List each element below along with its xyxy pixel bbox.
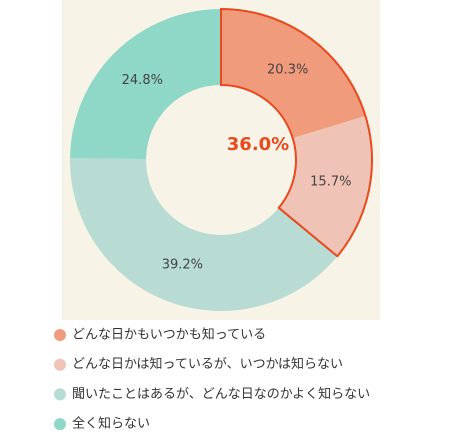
legend-label: どんな日かもいつかも知っている [72,327,266,343]
legend-label: どんな日かは知っているが、いつかは知らない [72,356,343,372]
donut-segment [278,116,372,257]
value-label: 39.2% [162,258,203,273]
value-label: 20.3% [267,63,308,78]
donut-segment [70,9,221,160]
value-label: 24.8% [122,73,163,88]
value-label: 15.7% [310,175,351,190]
legend-marker [54,388,66,401]
legend-label: 聞いたことはあるが、どんな日なのかよく知らない [72,386,370,402]
legend-label: 全く知らない [72,416,150,432]
center-label: 36.0% [227,134,289,155]
legend-marker [54,329,66,341]
donut-segment [70,158,338,312]
legend-marker [54,418,66,431]
donut-segment [221,9,366,139]
highlight-outline [220,7,373,258]
legend-marker [54,358,66,371]
